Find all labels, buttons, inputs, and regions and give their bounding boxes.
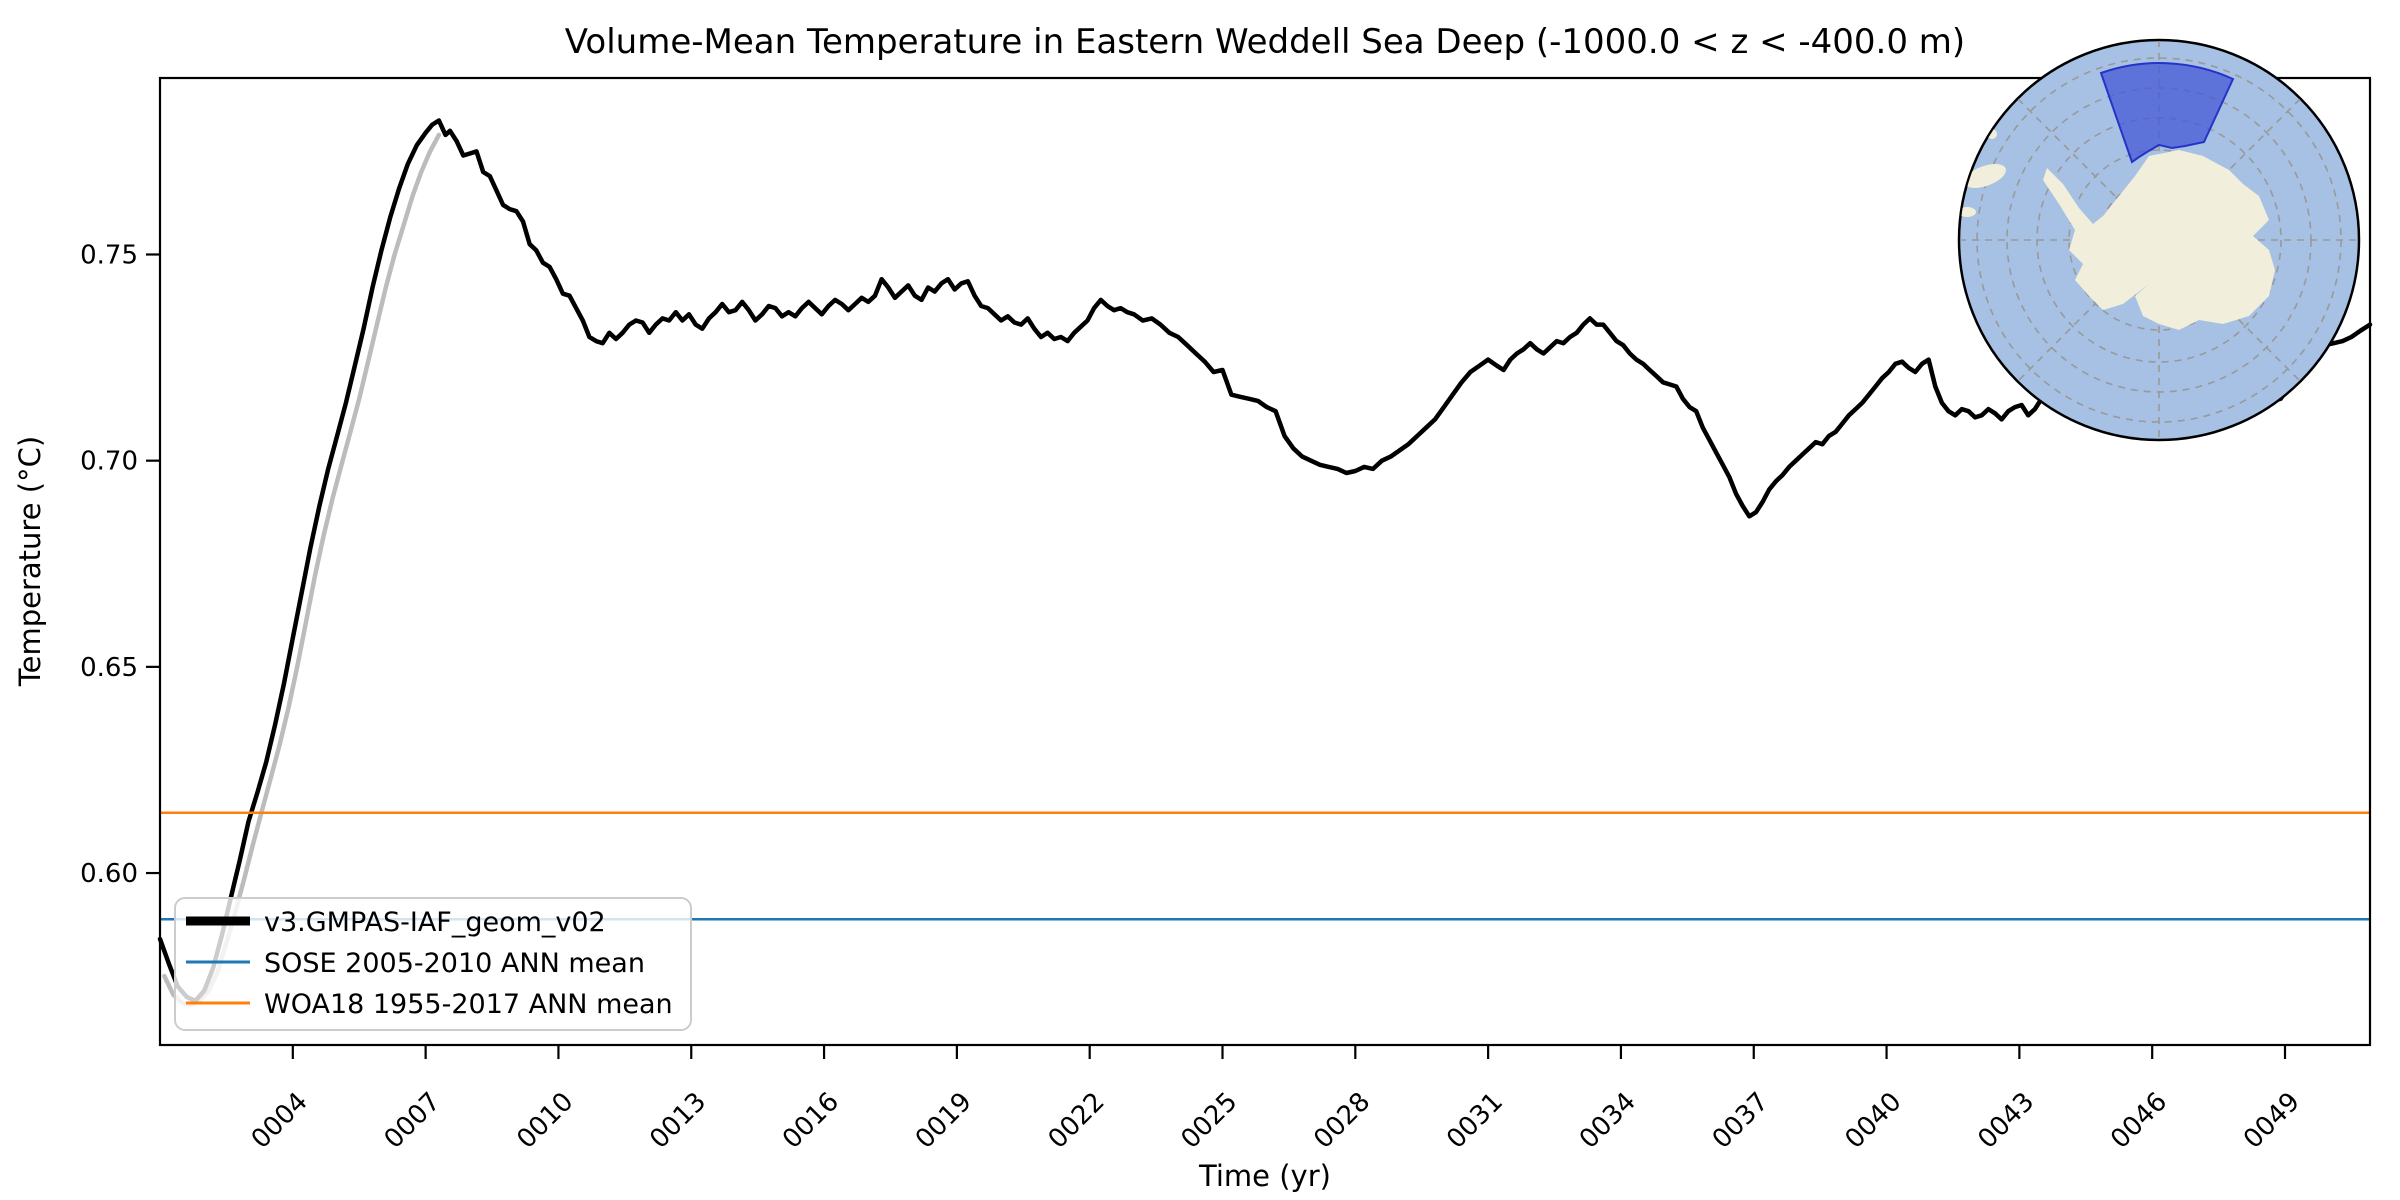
- x-tick-label: 0004: [246, 1087, 314, 1155]
- legend: v3.GMPAS-IAF_geom_v02 SOSE 2005-2010 ANN…: [174, 897, 692, 1031]
- x-tick-label: 0049: [2238, 1087, 2306, 1155]
- line-series-0: [162, 132, 442, 1008]
- plot-frame: [158, 76, 2372, 1047]
- x-tick-label: 0043: [1972, 1087, 2040, 1155]
- x-tick-label: 0013: [644, 1087, 712, 1155]
- x-tick-label: 0010: [511, 1087, 579, 1155]
- antarctica-landmass: [2043, 150, 2275, 330]
- x-tick-label: 0019: [910, 1087, 978, 1155]
- x-tick-label: 0025: [1175, 1087, 1243, 1155]
- legend-label-woa: WOA18 1955-2017 ANN mean: [264, 989, 673, 1020]
- x-axis-label: Time (yr): [1198, 1159, 1331, 1193]
- legend-label-sose: SOSE 2005-2010 ANN mean: [264, 948, 645, 979]
- antarctic-inset-map: [1957, 38, 2361, 442]
- y-tick-label: 0.60: [80, 859, 138, 889]
- x-tick-label: 0034: [1574, 1087, 1642, 1155]
- x-tick-label: 0031: [1441, 1087, 1509, 1155]
- x-tick-label: 0037: [1707, 1087, 1775, 1155]
- y-tick-label: 0.75: [80, 240, 138, 270]
- legend-label-model: v3.GMPAS-IAF_geom_v02: [264, 907, 606, 938]
- y-tick-label: 0.65: [80, 653, 138, 683]
- y-tick-label: 0.70: [80, 447, 138, 477]
- chart-title: Volume-Mean Temperature in Eastern Wedde…: [565, 22, 1965, 62]
- x-tick-label: 0022: [1043, 1087, 1111, 1155]
- y-axis-ticks: 0.60 0.65 0.70 0.75: [80, 240, 160, 889]
- x-axis-ticks: 0004 0007 0010 0013 0016 0019 0022 0025 0028 0031…: [246, 1045, 2306, 1155]
- island-south-georgia: [1964, 163, 2006, 189]
- x-tick-label: 0016: [777, 1087, 845, 1155]
- island-fragment: [1960, 207, 1976, 217]
- x-tick-label: 0040: [1840, 1087, 1908, 1155]
- x-tick-label: 0046: [2105, 1087, 2173, 1155]
- region-highlight-wedge: [2099, 62, 2235, 164]
- x-tick-label: 0028: [1308, 1087, 1376, 1155]
- y-axis-label: Temperature (°C): [13, 436, 47, 687]
- legend-box: [174, 897, 692, 1031]
- x-tick-label: 0007: [379, 1087, 447, 1155]
- line-series-1: [157, 118, 2373, 1004]
